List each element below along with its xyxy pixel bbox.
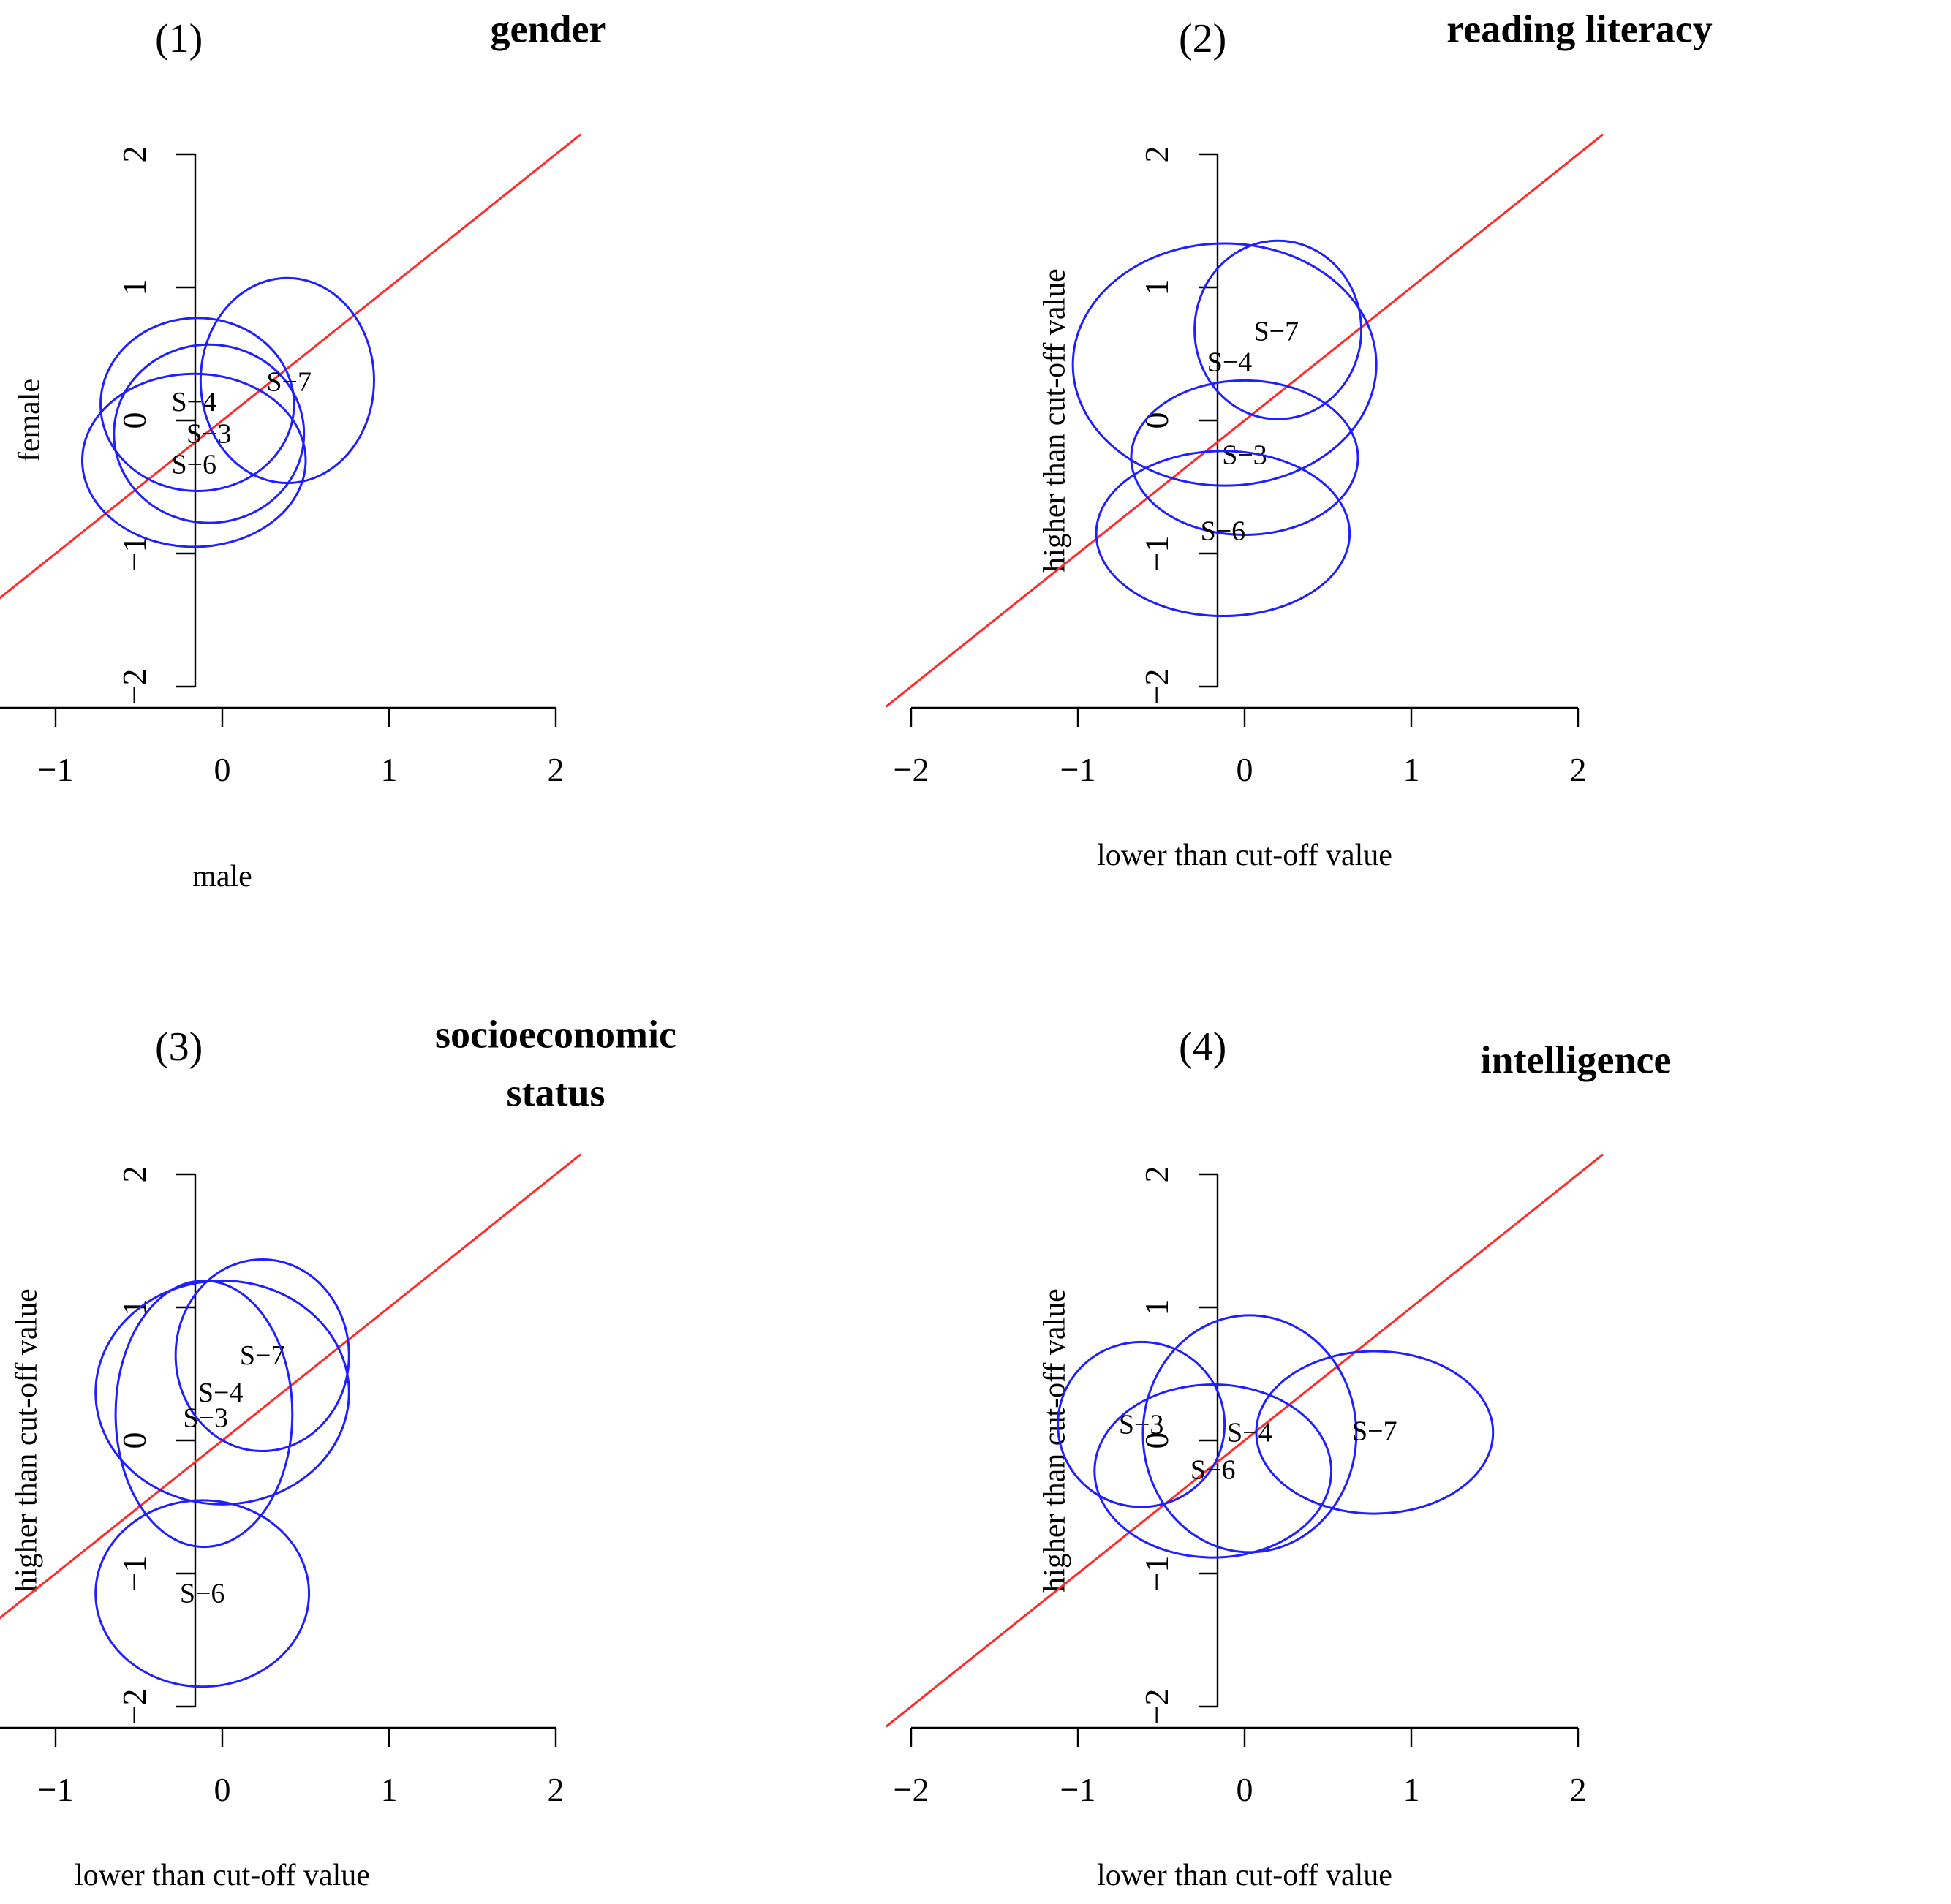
y-tick-label: 2	[1138, 146, 1175, 163]
y-tick-label: 2	[116, 1166, 153, 1183]
y-tick-label: −2	[1138, 1689, 1175, 1725]
x-tick-label: 0	[1237, 1771, 1253, 1808]
x-tick-label: 2	[548, 751, 565, 788]
ellipse-label-s7: S−7	[266, 367, 312, 398]
panel-number: (3)	[155, 1024, 203, 1070]
y-tick-label: −1	[116, 1556, 153, 1592]
x-tick-label: −2	[894, 751, 929, 788]
y-tick-label: 1	[116, 1299, 153, 1316]
ellipse-s7	[174, 1258, 350, 1453]
y-tick-label: 0	[1138, 412, 1175, 429]
y-tick-label: −2	[116, 669, 153, 705]
panel-title-line-1: intelligence	[1481, 1038, 1672, 1081]
y-axis-title: female	[13, 379, 47, 462]
panel-title-line-2: status	[506, 1070, 605, 1114]
panel-3: (3)socioeconomicstatus−2−1012−2−1012lowe…	[0, 1012, 676, 1892]
ellipse-label-s4: S−4	[1207, 347, 1253, 377]
panel-2: (2) reading literacy −2 −1 0 1 2 −2 −1 0 1 2 lower t…	[885, 7, 1713, 872]
x-tick-label: 2	[1570, 751, 1587, 788]
diagonal-reference-line	[0, 133, 582, 600]
x-tick-label: 1	[381, 1771, 398, 1808]
panel-title-line-1: reading literacy	[1446, 7, 1712, 50]
ellipse-s7	[1193, 239, 1363, 420]
ellipse-label-s7: S−7	[1254, 316, 1299, 347]
ellipse-label-s4: S−4	[171, 387, 216, 418]
panel-number: (1)	[155, 16, 203, 61]
y-tick-label: −1	[1138, 536, 1175, 572]
x-tick-label: 2	[548, 1771, 565, 1808]
ellipse-s3	[1130, 379, 1359, 537]
ellipse-s6	[1093, 1383, 1333, 1559]
y-tick-label: 0	[116, 1432, 153, 1449]
ellipse-s4	[99, 317, 295, 492]
ellipse-label-s6: S−6	[1201, 515, 1246, 546]
ellipse-label-s6: S−6	[180, 1579, 225, 1609]
x-tick-label: 0	[214, 751, 231, 788]
panel-4: (4) intelligence −2 −1 0 1 2 −2 −1 0 1 2 lower than …	[885, 1024, 1672, 1892]
y-tick-label: 1	[116, 279, 153, 296]
ellipse-label-s4: S−4	[1227, 1417, 1272, 1448]
x-tick-label: −1	[38, 1771, 74, 1808]
x-tick-label: 1	[381, 751, 398, 788]
y-tick-label: −1	[116, 536, 153, 572]
y-tick-label: −2	[116, 1689, 153, 1725]
panel-title-line-1: socioeconomic	[435, 1012, 676, 1056]
x-tick-label: −1	[38, 751, 74, 788]
y-tick-label: 1	[1138, 279, 1175, 296]
y-tick-label: 2	[116, 146, 153, 163]
x-tick-label: 1	[1403, 751, 1420, 788]
ellipse-label-s6: S−6	[1190, 1454, 1236, 1485]
x-axis-title: male	[192, 860, 252, 894]
y-tick-label: −2	[1138, 669, 1175, 705]
y-axis-title: higher than cut-off value	[1038, 268, 1072, 573]
ellipse-label-s4: S−4	[198, 1378, 244, 1408]
y-tick-label: 1	[1138, 1299, 1175, 1316]
y-tick-label: 0	[1138, 1432, 1175, 1449]
ellipse-s6	[1095, 450, 1351, 618]
ellipse-label-s3: S−3	[183, 1402, 228, 1433]
x-axis-title: lower than cut-off value	[75, 1859, 370, 1892]
x-tick-label: −1	[1060, 751, 1096, 788]
y-tick-label: 2	[1138, 1166, 1175, 1183]
x-tick-label: 1	[1403, 1771, 1420, 1808]
x-tick-label: 2	[1570, 1771, 1587, 1808]
y-axis-title: higher than cut-off value	[10, 1288, 44, 1593]
ellipse-s7	[199, 276, 375, 485]
diagonal-reference-line	[885, 133, 1604, 708]
x-tick-label: 0	[214, 1771, 231, 1808]
panel-number: (4)	[1179, 1024, 1226, 1070]
ellipse-s4	[1071, 242, 1378, 487]
diagonal-reference-line	[885, 1153, 1604, 1728]
panel-number: (2)	[1179, 16, 1226, 61]
ellipse-s6	[94, 1499, 311, 1688]
x-axis-title: lower than cut-off value	[1097, 1859, 1392, 1892]
x-axis-title: lower than cut-off value	[1097, 839, 1392, 872]
panel-1: (1)gender−2−1012−2−1012malefemaleS−4S−3S…	[0, 7, 606, 894]
y-tick-label: −1	[1138, 1556, 1175, 1592]
y-tick-label: 0	[116, 412, 153, 429]
ellipse-s4	[94, 1280, 350, 1506]
ellipse-s6	[80, 372, 307, 548]
ellipse-s3	[1057, 1340, 1226, 1508]
ellipse-s3	[114, 1280, 294, 1549]
ellipse-label-s7: S−7	[1352, 1416, 1397, 1447]
panel-title-line-1: gender	[491, 7, 607, 50]
x-tick-label: −2	[894, 1771, 929, 1808]
ellipse-label-s3: S−3	[1119, 1410, 1164, 1440]
ellipse-s7	[1255, 1350, 1495, 1515]
y-axis-title: higher than cut-off value	[1038, 1288, 1072, 1593]
x-tick-label: −1	[1060, 1771, 1096, 1808]
ellipse-label-s6: S−6	[171, 449, 216, 480]
ellipse-s3	[113, 343, 306, 524]
ellipse-label-s7: S−7	[240, 1340, 285, 1371]
x-tick-label: 0	[1237, 751, 1253, 788]
